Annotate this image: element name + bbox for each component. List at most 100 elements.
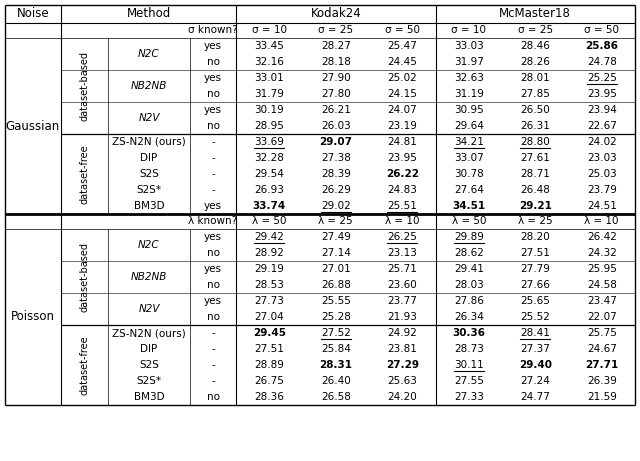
Text: no: no — [207, 57, 220, 67]
Text: 26.25: 26.25 — [387, 232, 417, 242]
Text: McMaster18: McMaster18 — [499, 7, 571, 20]
Text: 26.93: 26.93 — [254, 185, 284, 195]
Text: 27.79: 27.79 — [520, 264, 550, 274]
Text: S2S: S2S — [139, 360, 159, 370]
Text: 30.11: 30.11 — [454, 360, 484, 370]
Text: 26.03: 26.03 — [321, 121, 351, 131]
Text: 27.71: 27.71 — [585, 360, 618, 370]
Text: 33.01: 33.01 — [254, 73, 284, 83]
Text: 30.78: 30.78 — [454, 169, 484, 179]
Text: 25.63: 25.63 — [387, 376, 417, 386]
Text: 28.89: 28.89 — [254, 360, 284, 370]
Text: 23.03: 23.03 — [587, 153, 616, 163]
Text: 28.71: 28.71 — [520, 169, 550, 179]
Text: 28.18: 28.18 — [321, 57, 351, 67]
Text: 27.24: 27.24 — [520, 376, 550, 386]
Text: 26.22: 26.22 — [386, 169, 419, 179]
Text: 27.73: 27.73 — [254, 296, 284, 306]
Text: 32.63: 32.63 — [454, 73, 484, 83]
Text: 27.90: 27.90 — [321, 73, 351, 83]
Text: 25.25: 25.25 — [587, 73, 617, 83]
Text: -: - — [211, 137, 215, 147]
Text: -: - — [211, 376, 215, 386]
Text: 27.80: 27.80 — [321, 89, 351, 99]
Text: 34.21: 34.21 — [454, 137, 484, 147]
Text: 34.51: 34.51 — [452, 201, 485, 211]
Text: no: no — [207, 248, 220, 258]
Text: 25.02: 25.02 — [387, 73, 417, 83]
Text: 29.19: 29.19 — [254, 264, 284, 274]
Text: σ = 10: σ = 10 — [252, 25, 287, 35]
Text: 28.20: 28.20 — [520, 232, 550, 242]
Text: 33.03: 33.03 — [454, 41, 484, 51]
Text: λ = 10: λ = 10 — [385, 217, 419, 226]
Text: 22.67: 22.67 — [587, 121, 617, 131]
Text: 33.69: 33.69 — [254, 137, 284, 147]
Text: 28.62: 28.62 — [454, 248, 484, 258]
Text: σ = 25: σ = 25 — [318, 25, 353, 35]
Text: 28.27: 28.27 — [321, 41, 351, 51]
Text: 28.26: 28.26 — [520, 57, 550, 67]
Text: λ = 50: λ = 50 — [252, 217, 287, 226]
Text: σ = 50: σ = 50 — [385, 25, 420, 35]
Text: no: no — [207, 121, 220, 131]
Text: 24.15: 24.15 — [387, 89, 417, 99]
Text: 33.45: 33.45 — [254, 41, 284, 51]
Text: -: - — [211, 153, 215, 163]
Text: 24.77: 24.77 — [520, 392, 550, 402]
Text: Poisson: Poisson — [11, 311, 55, 324]
Text: DIP: DIP — [140, 153, 157, 163]
Text: yes: yes — [204, 201, 222, 211]
Text: 25.47: 25.47 — [387, 41, 417, 51]
Text: 28.31: 28.31 — [319, 360, 352, 370]
Text: 27.51: 27.51 — [254, 344, 284, 354]
Text: 22.07: 22.07 — [587, 312, 616, 322]
Text: 31.79: 31.79 — [254, 89, 284, 99]
Text: 24.32: 24.32 — [587, 248, 617, 258]
Text: 26.39: 26.39 — [587, 376, 617, 386]
Text: 28.95: 28.95 — [254, 121, 284, 131]
Text: 27.38: 27.38 — [321, 153, 351, 163]
Text: 31.97: 31.97 — [454, 57, 484, 67]
Text: 26.42: 26.42 — [587, 232, 617, 242]
Text: 29.54: 29.54 — [254, 169, 284, 179]
Text: 25.75: 25.75 — [587, 328, 617, 338]
Text: 26.21: 26.21 — [321, 105, 351, 115]
Text: 30.95: 30.95 — [454, 105, 484, 115]
Text: 27.86: 27.86 — [454, 296, 484, 306]
Text: 25.51: 25.51 — [387, 201, 417, 211]
Text: 25.71: 25.71 — [387, 264, 417, 274]
Text: 26.88: 26.88 — [321, 280, 351, 290]
Text: N2C: N2C — [138, 240, 160, 250]
Text: BM3D: BM3D — [134, 392, 164, 402]
Text: 27.14: 27.14 — [321, 248, 351, 258]
Text: 29.02: 29.02 — [321, 201, 351, 211]
Text: 24.78: 24.78 — [587, 57, 617, 67]
Text: 24.20: 24.20 — [387, 392, 417, 402]
Text: 23.94: 23.94 — [587, 105, 617, 115]
Text: 28.46: 28.46 — [520, 41, 550, 51]
Text: λ known?: λ known? — [188, 217, 237, 226]
Text: 27.04: 27.04 — [254, 312, 284, 322]
Text: -: - — [211, 169, 215, 179]
Text: 27.85: 27.85 — [520, 89, 550, 99]
Text: 25.95: 25.95 — [587, 264, 617, 274]
Text: DIP: DIP — [140, 344, 157, 354]
Text: S2S*: S2S* — [136, 185, 161, 195]
Text: σ = 10: σ = 10 — [451, 25, 486, 35]
Text: 27.55: 27.55 — [454, 376, 484, 386]
Text: 23.81: 23.81 — [387, 344, 417, 354]
Text: 27.33: 27.33 — [454, 392, 484, 402]
Text: dataset-free: dataset-free — [79, 144, 90, 204]
Text: 27.29: 27.29 — [386, 360, 419, 370]
Text: 32.16: 32.16 — [254, 57, 284, 67]
Text: 29.64: 29.64 — [454, 121, 484, 131]
Text: 23.60: 23.60 — [387, 280, 417, 290]
Text: N2V: N2V — [138, 113, 160, 123]
Text: 29.07: 29.07 — [319, 137, 352, 147]
Text: 24.58: 24.58 — [587, 280, 617, 290]
Text: NB2NB: NB2NB — [131, 81, 167, 91]
Text: 32.28: 32.28 — [254, 153, 284, 163]
Text: -: - — [211, 185, 215, 195]
Text: N2C: N2C — [138, 49, 160, 59]
